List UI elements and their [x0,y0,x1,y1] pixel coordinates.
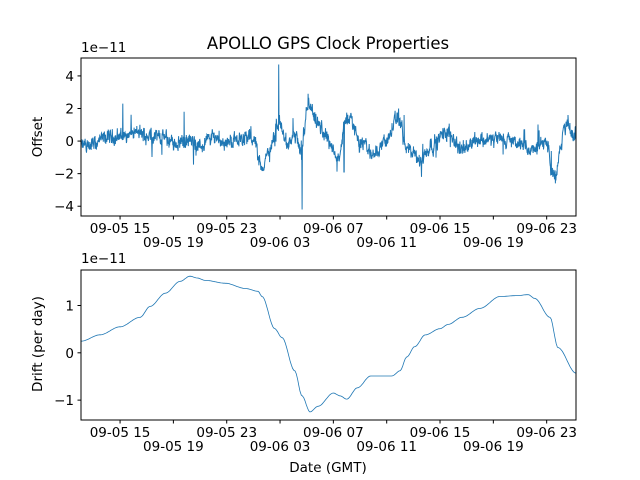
x-tick-label: 09-06 23 [516,221,577,237]
x-tick: 09-05 15 [90,420,151,441]
y-tick: 1 [65,298,81,314]
offset-scale-label: 1e−11 [81,40,126,56]
x-tick-label: 09-06 15 [410,221,471,237]
x-tick: 09-05 15 [90,216,151,237]
x-tick: 09-05 19 [143,420,204,455]
chart-title: APOLLO GPS Clock Properties [207,34,449,53]
x-tick: 09-06 15 [410,216,471,237]
x-tick: 09-06 03 [250,216,311,251]
y-tick: 0 [65,134,81,150]
y-tick: −4 [54,199,81,215]
x-tick-label: 09-06 07 [303,221,364,237]
y-tick-label: 0 [65,346,74,362]
x-tick-label: 09-06 23 [516,425,577,441]
x-tick: 09-06 15 [410,420,471,441]
x-tick-label: 09-06 15 [410,425,471,441]
x-tick: 09-06 19 [463,420,524,455]
y-tick-label: 4 [65,69,74,85]
y-tick-label: −2 [54,167,74,183]
x-tick-label: 09-06 11 [356,235,417,251]
x-tick: 09-06 23 [516,216,577,237]
x-tick-label: 09-05 15 [90,221,151,237]
x-tick-label: 09-05 23 [196,425,257,441]
x-tick-label: 09-06 07 [303,425,364,441]
x-tick: 09-06 03 [250,420,311,455]
x-tick: 09-06 07 [303,420,364,441]
drift-series-line [81,275,576,413]
y-tick: −2 [54,167,81,183]
axes-frame [80,57,577,217]
offset-series-line [81,64,576,210]
y-tick-label: 1 [65,298,74,314]
x-axis-label: Date (GMT) [289,460,366,476]
x-tick: 09-06 11 [356,216,417,251]
x-tick: 09-06 23 [516,420,577,441]
y-tick: 4 [65,69,81,85]
offset-y-axis-label: Offset [30,117,46,158]
x-tick-label: 09-06 19 [463,235,524,251]
x-tick: 09-05 23 [196,420,257,441]
x-tick: 09-05 19 [143,216,204,251]
y-tick-label: 0 [65,134,74,150]
x-tick-label: 09-05 15 [90,425,151,441]
x-tick-label: 09-05 19 [143,235,204,251]
drift-y-axis-label: Drift (per day) [30,296,46,392]
x-tick-label: 09-06 03 [250,439,311,455]
y-tick: 0 [65,346,81,362]
x-tick-label: 09-06 19 [463,439,524,455]
y-tick-label: −4 [54,199,74,215]
x-tick: 09-06 19 [463,216,524,251]
x-tick-label: 09-05 19 [143,439,204,455]
x-tick: 09-06 11 [356,420,417,455]
x-tick: 09-05 23 [196,216,257,237]
x-tick-label: 09-06 03 [250,235,311,251]
y-tick: −1 [54,393,81,409]
y-tick-label: −1 [54,393,74,409]
x-tick: 09-06 07 [303,216,364,237]
x-tick-label: 09-06 11 [356,439,417,455]
y-tick-label: 2 [65,101,74,117]
x-tick-label: 09-05 23 [196,221,257,237]
y-tick: 2 [65,101,81,117]
axes-frame [80,269,577,421]
drift-scale-label: 1e−11 [81,251,126,267]
